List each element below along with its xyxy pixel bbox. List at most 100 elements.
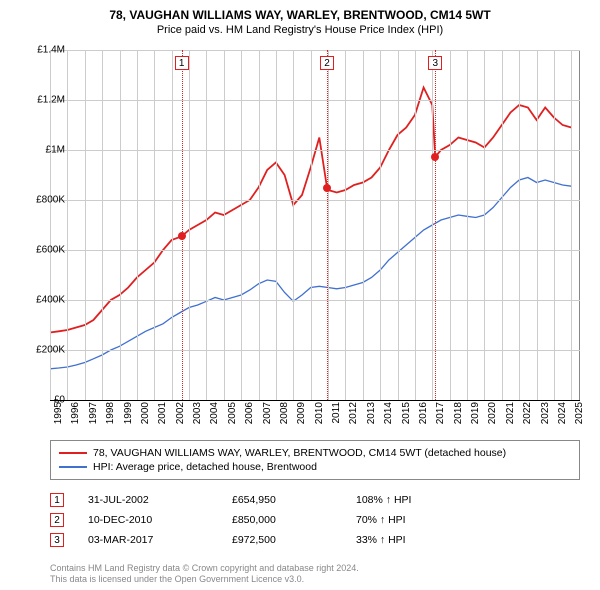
transactions-table: 1 31-JUL-2002 £654,950 108% ↑ HPI 2 10-DEC-20… <box>50 490 580 550</box>
x-tick-label: 1999 <box>123 402 134 432</box>
transaction-row-marker: 2 <box>50 513 64 527</box>
footer-attribution: Contains HM Land Registry data © Crown c… <box>50 563 359 586</box>
v-gridline <box>398 50 399 400</box>
transaction-row-marker: 3 <box>50 533 64 547</box>
transaction-row: 2 10-DEC-2010 £850,000 70% ↑ HPI <box>50 510 580 530</box>
x-tick-label: 2018 <box>453 402 464 432</box>
transaction-date: 10-DEC-2010 <box>88 514 208 526</box>
footer-line-1: Contains HM Land Registry data © Crown c… <box>50 563 359 575</box>
transaction-row-marker: 1 <box>50 493 64 507</box>
legend-label: HPI: Average price, detached house, Bren… <box>93 461 317 473</box>
transaction-marker-box: 1 <box>175 56 189 70</box>
x-tick-label: 2010 <box>314 402 325 432</box>
transaction-row: 3 03-MAR-2017 £972,500 33% ↑ HPI <box>50 530 580 550</box>
v-gridline <box>154 50 155 400</box>
transaction-date: 31-JUL-2002 <box>88 494 208 506</box>
x-axis-line <box>50 400 580 401</box>
v-gridline <box>259 50 260 400</box>
v-gridline <box>571 50 572 400</box>
x-tick-label: 2012 <box>348 402 359 432</box>
x-tick-label: 2021 <box>505 402 516 432</box>
x-tick-label: 2001 <box>157 402 168 432</box>
v-gridline <box>293 50 294 400</box>
x-tick-label: 2022 <box>522 402 533 432</box>
v-gridline <box>206 50 207 400</box>
transaction-dash <box>182 50 183 400</box>
transaction-price: £972,500 <box>232 534 332 546</box>
y-tick-label: £600K <box>20 245 65 256</box>
legend-item: HPI: Average price, detached house, Bren… <box>59 460 571 474</box>
x-tick-label: 2000 <box>140 402 151 432</box>
v-gridline <box>328 50 329 400</box>
y-tick-label: £400K <box>20 295 65 306</box>
h-gridline <box>50 100 580 101</box>
transaction-dot <box>431 153 439 161</box>
transaction-pct: 70% ↑ HPI <box>356 514 476 526</box>
y-tick-label: £200K <box>20 345 65 356</box>
v-gridline <box>224 50 225 400</box>
v-gridline <box>502 50 503 400</box>
x-tick-label: 2011 <box>331 402 342 432</box>
x-tick-label: 2017 <box>435 402 446 432</box>
x-tick-label: 2015 <box>401 402 412 432</box>
legend-swatch <box>59 452 87 454</box>
v-gridline <box>519 50 520 400</box>
v-gridline <box>67 50 68 400</box>
x-tick-label: 2006 <box>244 402 255 432</box>
v-gridline <box>85 50 86 400</box>
h-gridline <box>50 150 580 151</box>
x-tick-label: 1995 <box>53 402 64 432</box>
x-tick-label: 1997 <box>88 402 99 432</box>
legend-item: 78, VAUGHAN WILLIAMS WAY, WARLEY, BRENTW… <box>59 446 571 460</box>
v-gridline <box>380 50 381 400</box>
transaction-price: £654,950 <box>232 494 332 506</box>
x-tick-label: 2019 <box>470 402 481 432</box>
x-tick-label: 1996 <box>70 402 81 432</box>
v-gridline <box>276 50 277 400</box>
x-tick-label: 2009 <box>296 402 307 432</box>
v-gridline <box>363 50 364 400</box>
v-gridline <box>450 50 451 400</box>
x-tick-label: 2013 <box>366 402 377 432</box>
v-gridline <box>137 50 138 400</box>
h-gridline <box>50 50 580 51</box>
x-tick-label: 2024 <box>557 402 568 432</box>
legend-label: 78, VAUGHAN WILLIAMS WAY, WARLEY, BRENTW… <box>93 447 506 459</box>
plot-area: 123 <box>50 50 580 400</box>
footer-line-2: This data is licensed under the Open Gov… <box>50 574 359 586</box>
chart-subtitle: Price paid vs. HM Land Registry's House … <box>0 22 600 42</box>
transaction-dash <box>327 50 328 400</box>
chart-title: 78, VAUGHAN WILLIAMS WAY, WARLEY, BRENTW… <box>0 0 600 22</box>
transaction-dot <box>323 184 331 192</box>
v-gridline <box>415 50 416 400</box>
v-gridline <box>467 50 468 400</box>
x-tick-label: 2004 <box>209 402 220 432</box>
x-tick-label: 2025 <box>574 402 585 432</box>
x-tick-label: 2014 <box>383 402 394 432</box>
transaction-marker-box: 2 <box>320 56 334 70</box>
v-gridline <box>102 50 103 400</box>
x-tick-label: 2003 <box>192 402 203 432</box>
x-tick-label: 2007 <box>262 402 273 432</box>
v-gridline <box>484 50 485 400</box>
y-tick-label: £800K <box>20 195 65 206</box>
transaction-dash <box>435 50 436 400</box>
line-series-svg <box>50 50 580 400</box>
legend-box: 78, VAUGHAN WILLIAMS WAY, WARLEY, BRENTW… <box>50 440 580 480</box>
v-gridline <box>172 50 173 400</box>
transaction-row: 1 31-JUL-2002 £654,950 108% ↑ HPI <box>50 490 580 510</box>
chart-container: 78, VAUGHAN WILLIAMS WAY, WARLEY, BRENTW… <box>0 0 600 590</box>
h-gridline <box>50 350 580 351</box>
v-gridline <box>345 50 346 400</box>
transaction-price: £850,000 <box>232 514 332 526</box>
v-gridline <box>311 50 312 400</box>
v-gridline <box>120 50 121 400</box>
y-tick-label: £1.2M <box>20 95 65 106</box>
transaction-date: 03-MAR-2017 <box>88 534 208 546</box>
v-gridline <box>189 50 190 400</box>
x-tick-label: 2016 <box>418 402 429 432</box>
v-gridline <box>537 50 538 400</box>
transaction-pct: 33% ↑ HPI <box>356 534 476 546</box>
transaction-pct: 108% ↑ HPI <box>356 494 476 506</box>
h-gridline <box>50 300 580 301</box>
